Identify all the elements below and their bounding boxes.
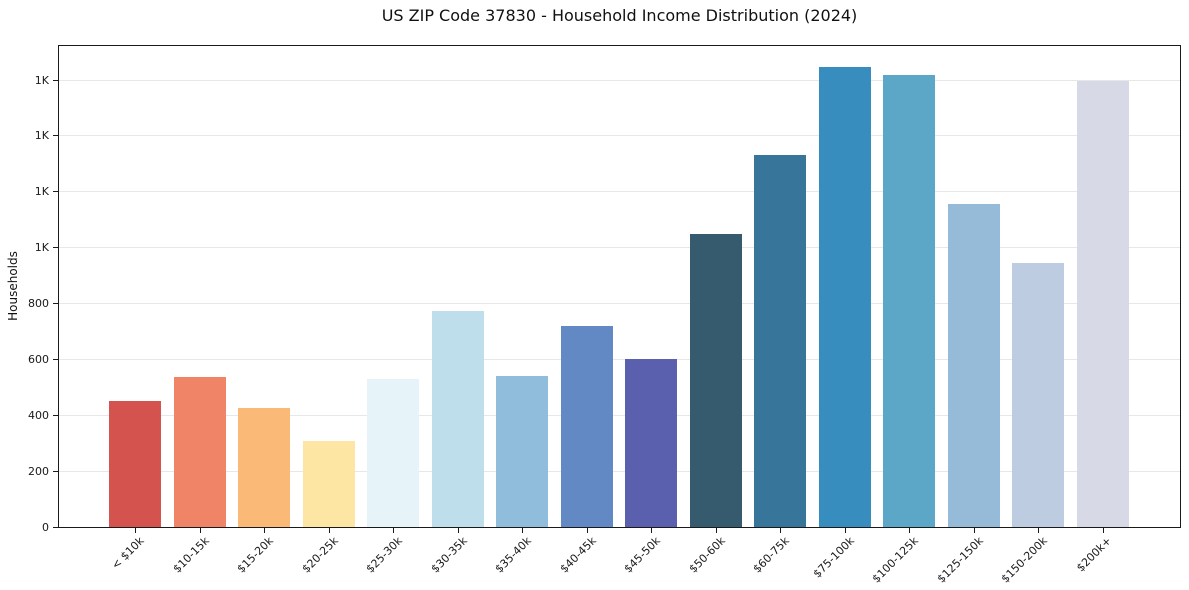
y-tick-label: 400	[28, 409, 49, 422]
bar	[303, 441, 355, 527]
x-tick	[458, 528, 459, 533]
x-tick	[974, 528, 975, 533]
gridline	[59, 191, 1180, 192]
bar	[754, 155, 806, 527]
y-tick-label: 1K	[34, 185, 49, 198]
y-tick-label: 800	[28, 297, 49, 310]
x-tick	[845, 528, 846, 533]
gridline	[59, 415, 1180, 416]
x-tick	[909, 528, 910, 533]
y-tick-label: 0	[42, 521, 49, 534]
x-tick	[200, 528, 201, 533]
y-tick	[53, 471, 58, 472]
y-tick	[53, 303, 58, 304]
x-tick	[329, 528, 330, 533]
x-tick-label: $25-30k	[363, 534, 405, 576]
bar	[561, 326, 613, 527]
x-tick	[522, 528, 523, 533]
gridline	[59, 135, 1180, 136]
x-tick	[135, 528, 136, 533]
y-tick	[53, 247, 58, 248]
y-tick	[53, 191, 58, 192]
gridline	[59, 359, 1180, 360]
x-tick-label: $200k+	[1074, 534, 1115, 575]
y-tick-label: 200	[28, 465, 49, 478]
bar	[948, 204, 1000, 527]
x-tick	[1103, 528, 1104, 533]
bar	[238, 408, 290, 527]
x-tick-label: $15-20k	[234, 534, 276, 576]
y-axis-label: Households	[6, 251, 20, 321]
y-tick-label: 1K	[34, 241, 49, 254]
x-tick	[780, 528, 781, 533]
bar	[496, 376, 548, 527]
x-tick-label: $100-125k	[869, 534, 921, 586]
bar	[109, 401, 161, 527]
y-tick-label: 1K	[34, 129, 49, 142]
chart-title: US ZIP Code 37830 - Household Income Dis…	[381, 6, 858, 25]
bar	[1012, 263, 1064, 527]
gridline	[59, 471, 1180, 472]
y-tick	[53, 415, 58, 416]
x-tick-label: $10-15k	[170, 534, 212, 576]
x-tick	[716, 528, 717, 533]
y-tick-label: 600	[28, 353, 49, 366]
x-tick	[1038, 528, 1039, 533]
x-tick-label: $45-50k	[621, 534, 663, 576]
x-tick	[651, 528, 652, 533]
gridline	[59, 303, 1180, 304]
x-tick	[587, 528, 588, 533]
x-tick-label: $30-35k	[428, 534, 470, 576]
bar	[883, 75, 935, 527]
x-tick-label: < $10k	[108, 534, 147, 572]
bar	[174, 377, 226, 527]
x-tick-label: $40-45k	[557, 534, 599, 576]
x-tick-label: $35-40k	[492, 534, 534, 576]
x-tick-label: $20-25k	[299, 534, 341, 576]
bar	[690, 234, 742, 527]
x-tick	[393, 528, 394, 533]
x-tick-label: $75-100k	[810, 534, 857, 581]
y-tick	[53, 80, 58, 81]
x-tick-label: $150-200k	[998, 534, 1050, 586]
y-tick	[53, 527, 58, 528]
bar	[367, 379, 419, 527]
x-tick-label: $60-75k	[750, 534, 792, 576]
bar	[819, 67, 871, 527]
x-tick	[264, 528, 265, 533]
x-tick-label: $50-60k	[686, 534, 728, 576]
bar	[1077, 81, 1129, 527]
x-tick-label: $125-150k	[934, 534, 986, 586]
bar	[625, 359, 677, 527]
gridline	[59, 247, 1180, 248]
bar	[432, 311, 484, 527]
y-tick	[53, 135, 58, 136]
y-tick	[53, 359, 58, 360]
gridline	[59, 80, 1180, 81]
y-tick-label: 1K	[34, 74, 49, 87]
